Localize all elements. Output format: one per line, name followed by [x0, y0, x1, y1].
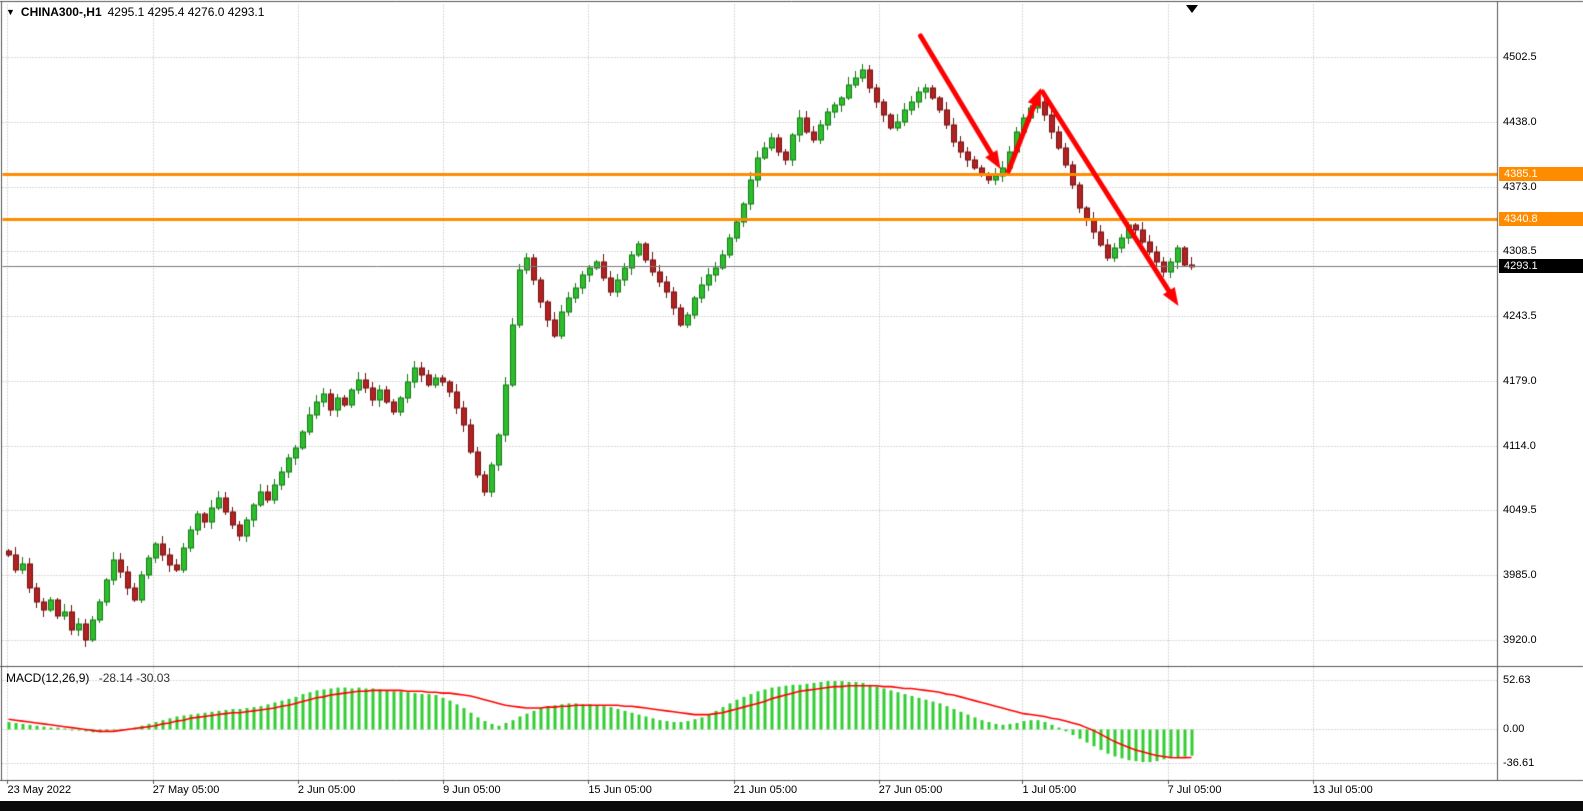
macd-indicator-label: MACD(12,26,9) -28.14 -30.03: [6, 671, 170, 685]
price-axis-label: 4049.5: [1503, 504, 1537, 516]
resistance-price-badge: 4385.1: [1499, 167, 1583, 182]
price-axis-label: 4438.0: [1503, 115, 1537, 128]
time-axis-label: 9 Jun 05:00: [443, 784, 501, 796]
price-axis-label: 3985.0: [1503, 568, 1537, 581]
bottom-bar: [0, 801, 1583, 811]
macd-scale-label: -36.61: [1503, 757, 1535, 770]
symbol-timeframe-label: CHINA300-,H1: [20, 5, 102, 19]
time-axis-label: 15 Jun 05:00: [588, 784, 652, 796]
time-axis-label: 13 Jul 05:00: [1312, 784, 1373, 796]
chart-shift-marker-icon: [1186, 5, 1198, 13]
symbol-dropdown-icon: ▼: [6, 6, 15, 17]
time-axis-label: 2 Jun 05:00: [297, 784, 356, 796]
current-price-badge: 4293.1: [1499, 259, 1583, 274]
time-axis-label: 7 Jul 05:00: [1167, 784, 1222, 796]
price-axis-label: 4502.5: [1503, 51, 1537, 63]
macd-scale-label: 52.63: [1503, 673, 1531, 686]
time-axis-label: 1 Jul 05:00: [1022, 784, 1077, 796]
price-axis-label: 4308.5: [1503, 245, 1537, 257]
time-axis-label: 21 Jun 05:00: [733, 784, 798, 796]
macd-scale-label: 0.00: [1503, 722, 1525, 735]
time-axis-label: 27 Jun 05:00: [878, 784, 943, 796]
time-axis-label: 27 May 05:00: [152, 784, 220, 796]
support-price-badge: 4340.8: [1499, 211, 1583, 226]
price-axis-label: 4243.5: [1503, 310, 1537, 322]
macd-values: -28.14 -30.03: [98, 671, 171, 685]
time-axis-label: 23 May 2022: [7, 784, 72, 796]
price-axis-label: 4373.0: [1503, 180, 1537, 193]
ohlc-quote-label: 4295.1 4295.4 4276.0 4293.1: [107, 5, 265, 19]
chart-title-bar: ▼ CHINA300-,H1 4295.1 4295.4 4276.0 4293…: [6, 5, 264, 19]
macd-name: MACD(12,26,9): [6, 671, 90, 685]
price-axis-label: 4114.0: [1503, 439, 1536, 452]
price-axis-label: 4179.0: [1503, 374, 1537, 387]
price-axis-label: 3920.0: [1503, 633, 1537, 646]
